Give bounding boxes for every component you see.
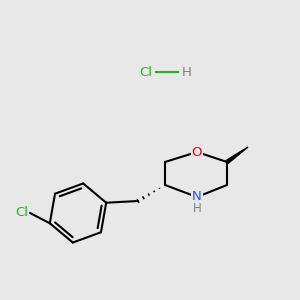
Text: Cl: Cl: [15, 206, 28, 220]
Text: Cl: Cl: [139, 65, 152, 79]
Polygon shape: [226, 147, 248, 164]
Text: N: N: [192, 190, 202, 203]
Text: H: H: [193, 202, 201, 214]
Text: H: H: [182, 65, 192, 79]
Text: O: O: [192, 146, 202, 158]
